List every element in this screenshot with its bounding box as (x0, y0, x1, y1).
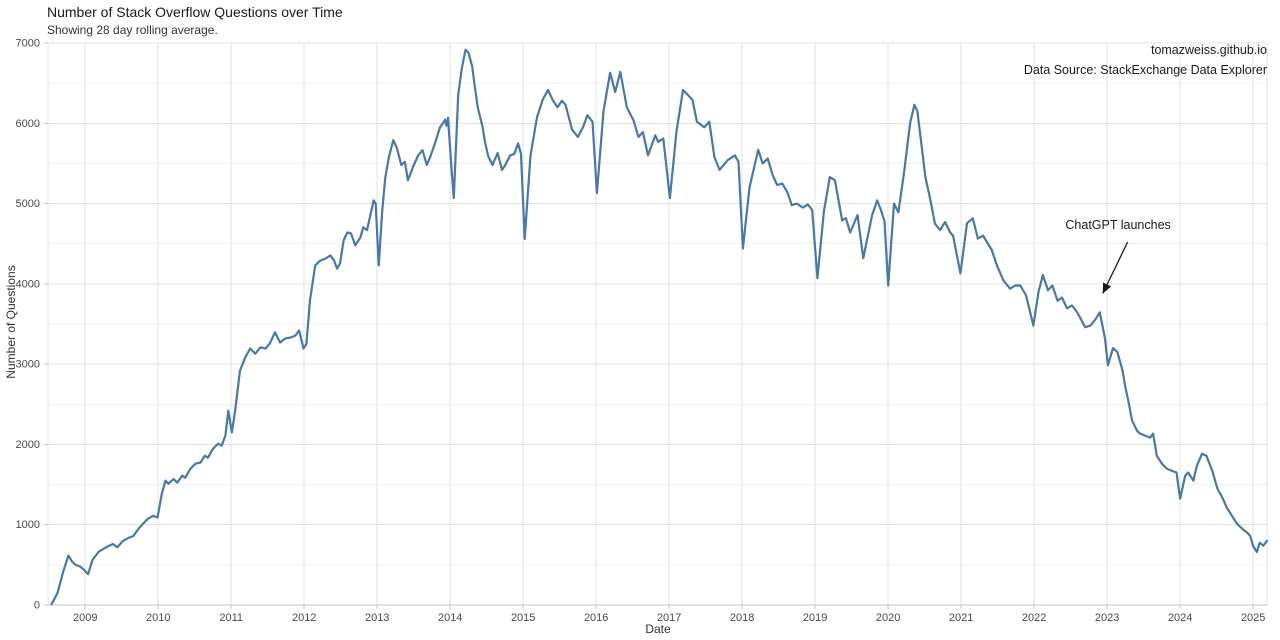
svg-text:2020: 2020 (876, 612, 900, 624)
svg-text:2024: 2024 (1168, 612, 1192, 624)
svg-text:2009: 2009 (73, 612, 97, 624)
svg-text:2016: 2016 (584, 612, 608, 624)
svg-text:2017: 2017 (657, 612, 681, 624)
source-caption: tomazweiss.github.io Data Source: StackE… (1024, 40, 1267, 80)
svg-text:2014: 2014 (438, 612, 462, 624)
gridlines-vertical (47, 43, 1268, 605)
annotation-chatgpt-launches: ChatGPT launches (1065, 218, 1171, 294)
svg-text:2025: 2025 (1241, 612, 1265, 624)
svg-text:1000: 1000 (16, 519, 40, 531)
svg-text:2019: 2019 (803, 612, 827, 624)
svg-text:2015: 2015 (511, 612, 535, 624)
series-line (50, 48, 1269, 606)
svg-text:2022: 2022 (1022, 612, 1046, 624)
gridlines-minor (48, 82, 1267, 566)
x-tick-labels: 2009 2010 2011 2012 2013 2014 2015 2016 2017 2018… (73, 612, 1265, 624)
svg-text:2021: 2021 (949, 612, 973, 624)
y-axis-ticks (44, 42, 48, 606)
svg-text:4000: 4000 (16, 278, 40, 290)
x-axis-title: Date (645, 622, 671, 636)
chart-subtitle: Showing 28 day rolling average. (47, 23, 218, 37)
svg-text:2023: 2023 (1095, 612, 1119, 624)
svg-text:0: 0 (34, 600, 40, 612)
y-tick-labels: 0 1000 2000 3000 4000 5000 6000 7000 (16, 38, 40, 612)
x-axis-ticks (84, 605, 1254, 609)
svg-text:2018: 2018 (730, 612, 754, 624)
svg-text:2000: 2000 (16, 439, 40, 451)
svg-text:5000: 5000 (16, 198, 40, 210)
source-site: tomazweiss.github.io (1150, 43, 1267, 57)
svg-text:6000: 6000 (16, 118, 40, 130)
gridlines-horizontal (48, 42, 1267, 606)
svg-text:2013: 2013 (365, 612, 389, 624)
chart-title: Number of Stack Overflow Questions over … (47, 4, 343, 20)
svg-text:7000: 7000 (16, 38, 40, 50)
annotation-arrowhead-icon (1102, 282, 1112, 294)
svg-text:3000: 3000 (16, 359, 40, 371)
svg-text:2011: 2011 (219, 612, 243, 624)
svg-text:2012: 2012 (292, 612, 316, 624)
annotation-label: ChatGPT launches (1065, 218, 1170, 232)
svg-text:2010: 2010 (146, 612, 170, 624)
source-data-source: Data Source: StackExchange Data Explorer (1023, 63, 1267, 77)
y-axis-title: Number of Questions (4, 265, 18, 379)
